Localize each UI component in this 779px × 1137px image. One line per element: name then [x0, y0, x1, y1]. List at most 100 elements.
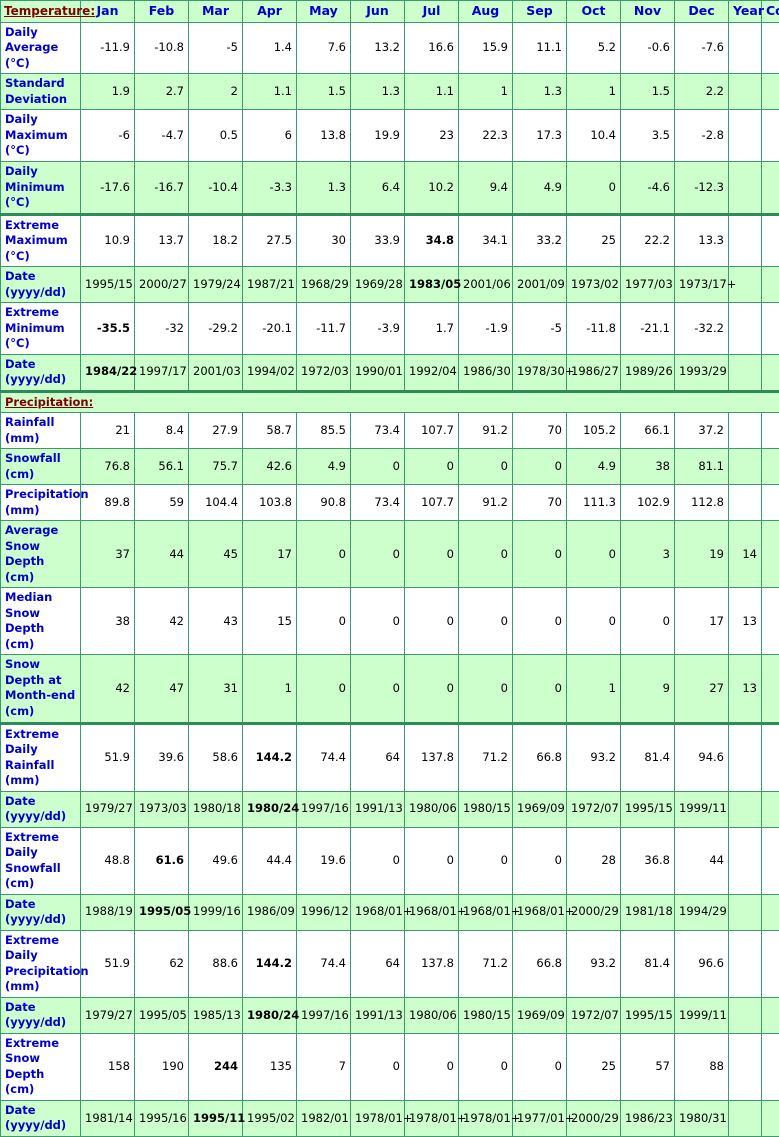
cell-jul: 1.1 [405, 74, 459, 110]
cell-oct: 1972/07 [567, 791, 621, 827]
cell-year [729, 485, 762, 521]
cell-sep: 1977/01+ [513, 1100, 567, 1136]
row-label: Date (yyyy/dd) [1, 791, 81, 827]
cell-may: 1.3 [297, 162, 351, 215]
cell-sep: 0 [513, 588, 567, 655]
row-label: Extreme Daily Rainfall (mm) [1, 723, 81, 791]
cell-oct: 0 [567, 521, 621, 588]
cell-nov: 3.5 [621, 110, 675, 162]
cell-mar: 58.6 [189, 723, 243, 791]
cell-oct: -11.8 [567, 303, 621, 355]
cell-mar: 2001/03 [189, 354, 243, 391]
cell-year [729, 162, 762, 215]
cell-code: A [762, 413, 779, 449]
cell-apr: 1995/02 [243, 1100, 297, 1136]
cell-apr: 144.2 [243, 930, 297, 997]
cell-feb: 2.7 [135, 74, 189, 110]
cell-aug: 0 [459, 449, 513, 485]
row-label: Extreme Daily Precipitation (mm) [1, 930, 81, 997]
column-header-dec: Dec [675, 1, 729, 23]
cell-feb: 39.6 [135, 723, 189, 791]
cell-year [729, 413, 762, 449]
cell-jun: 1990/01 [351, 354, 405, 391]
column-header-apr: Apr [243, 1, 297, 23]
cell-jun: 1.3 [351, 74, 405, 110]
cell-oct: 93.2 [567, 723, 621, 791]
cell-jul: 1983/05 [405, 267, 459, 303]
cell-oct: 111.3 [567, 485, 621, 521]
cell-jan: 1979/27 [81, 791, 135, 827]
row-label: Daily Maximum (°C) [1, 110, 81, 162]
cell-aug: 1986/30 [459, 354, 513, 391]
cell-jun: 0 [351, 655, 405, 723]
cell-jul: 107.7 [405, 485, 459, 521]
cell-dec: 1994/29 [675, 894, 729, 930]
cell-jan: 1.9 [81, 74, 135, 110]
column-header-oct: Oct [567, 1, 621, 23]
cell-dec: 1999/11 [675, 791, 729, 827]
row-label: Extreme Maximum (°C) [1, 214, 81, 267]
cell-apr: 1986/09 [243, 894, 297, 930]
cell-aug: -1.9 [459, 303, 513, 355]
cell-apr: 1.4 [243, 22, 297, 74]
cell-dec: 96.6 [675, 930, 729, 997]
cell-aug: 91.2 [459, 485, 513, 521]
column-header-year: Year [729, 1, 762, 23]
cell-year: 13 [729, 588, 762, 655]
table-row: Extreme Minimum (°C)-35.5-32-29.2-20.1-1… [1, 303, 779, 355]
cell-aug: 0 [459, 827, 513, 894]
cell-mar: 43 [189, 588, 243, 655]
row-label: Average Snow Depth (cm) [1, 521, 81, 588]
row-label: Snowfall (cm) [1, 449, 81, 485]
cell-may: 1982/01 [297, 1100, 351, 1136]
cell-may: 13.8 [297, 110, 351, 162]
cell-dec: 17 [675, 588, 729, 655]
cell-oct: 4.9 [567, 449, 621, 485]
cell-jul: 1992/04 [405, 354, 459, 391]
cell-may: 7.6 [297, 22, 351, 74]
cell-aug: 1980/15 [459, 791, 513, 827]
cell-jul: 34.8 [405, 214, 459, 267]
cell-year [729, 894, 762, 930]
cell-jun: 0 [351, 1033, 405, 1100]
cell-code [762, 930, 779, 997]
cell-year [729, 74, 762, 110]
column-header-code: Code [762, 1, 779, 23]
cell-year [729, 22, 762, 74]
cell-jun: 1968/01+ [351, 894, 405, 930]
cell-apr: 1980/24 [243, 791, 297, 827]
column-header-mar: Mar [189, 1, 243, 23]
cell-mar: 1980/18 [189, 791, 243, 827]
column-header-nov: Nov [621, 1, 675, 23]
cell-jun: 6.4 [351, 162, 405, 215]
cell-feb: 1995/05 [135, 997, 189, 1033]
cell-jul: 0 [405, 521, 459, 588]
cell-year: 13 [729, 655, 762, 723]
cell-year [729, 1033, 762, 1100]
cell-jan: 38 [81, 588, 135, 655]
cell-code: A [762, 449, 779, 485]
cell-jul: 1.7 [405, 303, 459, 355]
cell-aug: 1 [459, 74, 513, 110]
cell-sep: 70 [513, 485, 567, 521]
cell-mar: 1999/16 [189, 894, 243, 930]
cell-may: 0 [297, 655, 351, 723]
cell-aug: 9.4 [459, 162, 513, 215]
cell-mar: 45 [189, 521, 243, 588]
cell-dec: -7.6 [675, 22, 729, 74]
cell-jun: 33.9 [351, 214, 405, 267]
cell-aug: 71.2 [459, 723, 513, 791]
cell-year [729, 1100, 762, 1136]
cell-mar: 27.9 [189, 413, 243, 449]
column-header-sep: Sep [513, 1, 567, 23]
cell-sep: 66.8 [513, 723, 567, 791]
column-header-aug: Aug [459, 1, 513, 23]
cell-feb: 8.4 [135, 413, 189, 449]
cell-code [762, 997, 779, 1033]
cell-year [729, 997, 762, 1033]
cell-aug: 15.9 [459, 22, 513, 74]
